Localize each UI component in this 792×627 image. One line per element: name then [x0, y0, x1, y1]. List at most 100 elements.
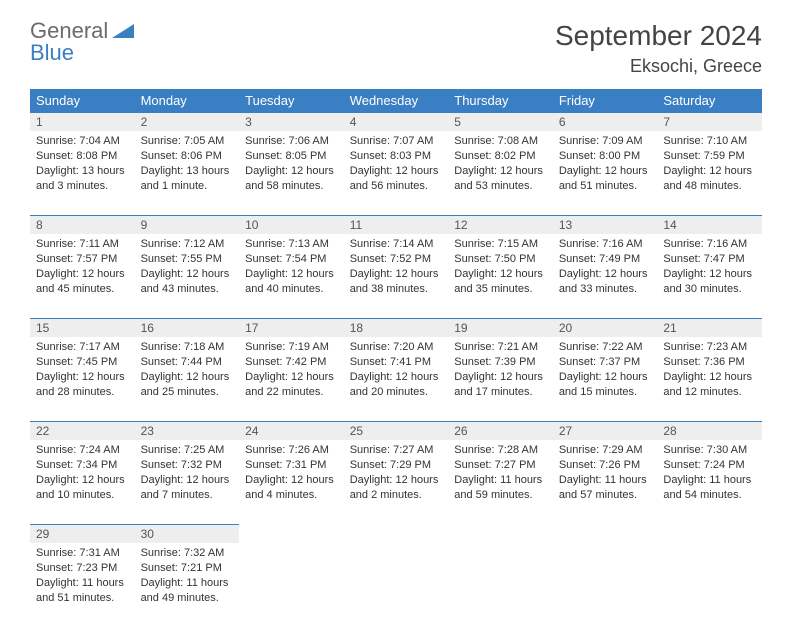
- sunrise-line: Sunrise: 7:08 AM: [454, 134, 547, 149]
- daylight-line: Daylight: 12 hours and 38 minutes.: [350, 267, 443, 297]
- day-cell: Sunrise: 7:12 AMSunset: 7:55 PMDaylight:…: [135, 234, 240, 302]
- sunrise-line: Sunrise: 7:29 AM: [559, 443, 652, 458]
- day-cell: Sunrise: 7:13 AMSunset: 7:54 PMDaylight:…: [239, 234, 344, 302]
- sunrise-line: Sunrise: 7:10 AM: [663, 134, 756, 149]
- sunrise-line: Sunrise: 7:21 AM: [454, 340, 547, 355]
- day-number: 15: [30, 318, 135, 337]
- day-cell: Sunrise: 7:23 AMSunset: 7:36 PMDaylight:…: [657, 337, 762, 405]
- weekday-header: Thursday: [448, 89, 553, 112]
- day-number: 27: [553, 421, 658, 440]
- day-cell: Sunrise: 7:25 AMSunset: 7:32 PMDaylight:…: [135, 440, 240, 508]
- day-cell: Sunrise: 7:16 AMSunset: 7:49 PMDaylight:…: [553, 234, 658, 302]
- day-number: 13: [553, 215, 658, 234]
- day-cell: Sunrise: 7:19 AMSunset: 7:42 PMDaylight:…: [239, 337, 344, 405]
- day-number: 24: [239, 421, 344, 440]
- day-number: 22: [30, 421, 135, 440]
- day-cell: Sunrise: 7:11 AMSunset: 7:57 PMDaylight:…: [30, 234, 135, 302]
- day-cell: Sunrise: 7:29 AMSunset: 7:26 PMDaylight:…: [553, 440, 658, 508]
- daylight-line: Daylight: 12 hours and 15 minutes.: [559, 370, 652, 400]
- day-number: 1: [30, 112, 135, 131]
- weekday-header-row: SundayMondayTuesdayWednesdayThursdayFrid…: [30, 89, 762, 112]
- day-number: 23: [135, 421, 240, 440]
- daylight-line: Daylight: 12 hours and 48 minutes.: [663, 164, 756, 194]
- daylight-line: Daylight: 12 hours and 53 minutes.: [454, 164, 547, 194]
- day-cell: Sunrise: 7:28 AMSunset: 7:27 PMDaylight:…: [448, 440, 553, 508]
- day-number: [239, 524, 344, 528]
- day-number: 25: [344, 421, 449, 440]
- content-row: Sunrise: 7:31 AMSunset: 7:23 PM Daylight:…: [30, 543, 762, 627]
- sunset-line: Sunset: 7:24 PM: [663, 458, 756, 473]
- sunset-line: Sunset: 7:52 PM: [350, 252, 443, 267]
- calendar-body: 1234567Sunrise: 7:04 AMSunset: 8:08 PMDa…: [30, 112, 762, 627]
- day-cell: Sunrise: 7:10 AMSunset: 7:59 PMDaylight:…: [657, 131, 762, 199]
- day-number: 5: [448, 112, 553, 131]
- day-number: 8: [30, 215, 135, 234]
- sunset-line: Sunset: 7:54 PM: [245, 252, 338, 267]
- sunrise-line: Sunrise: 7:14 AM: [350, 237, 443, 252]
- logo-triangle-icon: [112, 20, 134, 42]
- month-title: September 2024: [555, 20, 762, 52]
- day-cell: Sunrise: 7:30 AMSunset: 7:24 PMDaylight:…: [657, 440, 762, 508]
- sunrise-line: Sunrise: 7:31 AM: [36, 546, 129, 561]
- daynum-row: 891011121314: [30, 215, 762, 234]
- calendar: SundayMondayTuesdayWednesdayThursdayFrid…: [30, 89, 762, 627]
- day-number: 29: [30, 524, 135, 543]
- sunset-line: Sunset: 7:44 PM: [141, 355, 234, 370]
- day-cell: Sunrise: 7:05 AMSunset: 8:06 PMDaylight:…: [135, 131, 240, 199]
- sunrise-line: Sunrise: 7:12 AM: [141, 237, 234, 252]
- day-cell: Sunrise: 7:17 AMSunset: 7:45 PMDaylight:…: [30, 337, 135, 405]
- day-cell: Sunrise: 7:04 AMSunset: 8:08 PMDaylight:…: [30, 131, 135, 199]
- daylight-line: Daylight: 12 hours and 40 minutes.: [245, 267, 338, 297]
- day-number: [657, 524, 762, 528]
- content-row: Sunrise: 7:17 AMSunset: 7:45 PMDaylight:…: [30, 337, 762, 421]
- title-block: September 2024 Eksochi, Greece: [555, 20, 762, 77]
- sunrise-line: Sunrise: 7:04 AM: [36, 134, 129, 149]
- day-cell: Sunrise: 7:08 AMSunset: 8:02 PMDaylight:…: [448, 131, 553, 199]
- day-number: 4: [344, 112, 449, 131]
- day-number: [553, 524, 658, 528]
- daylight-line: Daylight: 12 hours and 56 minutes.: [350, 164, 443, 194]
- day-cell: Sunrise: 7:07 AMSunset: 8:03 PMDaylight:…: [344, 131, 449, 199]
- day-cell: Sunrise: 7:32 AMSunset: 7:21 PMDaylight:…: [135, 543, 240, 611]
- sunset-line: Sunset: 7:47 PM: [663, 252, 756, 267]
- daylight-line: Daylight: 11 hours and 57 minutes.: [559, 473, 652, 503]
- sunset-line: Sunset: 7:29 PM: [350, 458, 443, 473]
- daylight-line: Daylight: 12 hours and 33 minutes.: [559, 267, 652, 297]
- daylight-line: Daylight: 13 hours and 1 minute.: [141, 164, 234, 194]
- day-number: [344, 524, 449, 528]
- sunset-line: Sunset: 7:49 PM: [559, 252, 652, 267]
- sunset-line: Sunset: 7:34 PM: [36, 458, 129, 473]
- sunset-line: Sunset: 7:23 PM: [36, 561, 129, 576]
- sunrise-line: Sunrise: 7:27 AM: [350, 443, 443, 458]
- day-cell: Sunrise: 7:14 AMSunset: 7:52 PMDaylight:…: [344, 234, 449, 302]
- daynum-row: 22232425262728: [30, 421, 762, 440]
- day-number: 7: [657, 112, 762, 131]
- daylight-line: Daylight: 12 hours and 17 minutes.: [454, 370, 547, 400]
- day-number: 30: [135, 524, 240, 543]
- sunrise-line: Sunrise: 7:32 AM: [141, 546, 234, 561]
- sunset-line: Sunset: 7:37 PM: [559, 355, 652, 370]
- day-cell: Sunrise: 7:15 AMSunset: 7:50 PMDaylight:…: [448, 234, 553, 302]
- day-number: [448, 524, 553, 528]
- sunset-line: Sunset: 8:00 PM: [559, 149, 652, 164]
- daylight-line: Daylight: 12 hours and 2 minutes.: [350, 473, 443, 503]
- day-number: 21: [657, 318, 762, 337]
- daylight-line: Daylight: 11 hours and 49 minutes.: [141, 576, 234, 606]
- day-cell: Sunrise: 7:24 AMSunset: 7:34 PMDaylight:…: [30, 440, 135, 508]
- day-number: 12: [448, 215, 553, 234]
- daylight-line: Daylight: 13 hours and 3 minutes.: [36, 164, 129, 194]
- day-number: 2: [135, 112, 240, 131]
- sunrise-line: Sunrise: 7:06 AM: [245, 134, 338, 149]
- day-number: 19: [448, 318, 553, 337]
- sunrise-line: Sunrise: 7:18 AM: [141, 340, 234, 355]
- daynum-row: 2930: [30, 524, 762, 543]
- day-cell: Sunrise: 7:22 AMSunset: 7:37 PMDaylight:…: [553, 337, 658, 405]
- daylight-line: Daylight: 11 hours and 59 minutes.: [454, 473, 547, 503]
- sunrise-line: Sunrise: 7:22 AM: [559, 340, 652, 355]
- sunrise-line: Sunrise: 7:28 AM: [454, 443, 547, 458]
- sunset-line: Sunset: 7:32 PM: [141, 458, 234, 473]
- daylight-line: Daylight: 12 hours and 4 minutes.: [245, 473, 338, 503]
- sunset-line: Sunset: 7:41 PM: [350, 355, 443, 370]
- sunset-line: Sunset: 7:50 PM: [454, 252, 547, 267]
- daylight-line: Daylight: 12 hours and 12 minutes.: [663, 370, 756, 400]
